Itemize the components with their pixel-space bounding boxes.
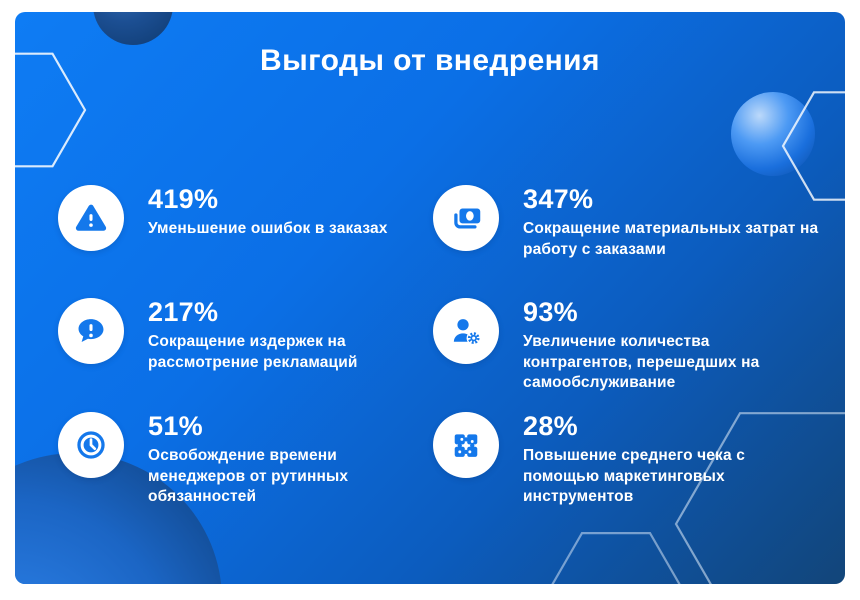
- stat-icon-badge: [58, 185, 124, 251]
- chat-alert-icon: [78, 319, 104, 342]
- warning-triangle-icon: [75, 204, 107, 231]
- stat-item-material-costs: 347% Сокращение материальных затрат на р…: [433, 184, 823, 260]
- user-gear-icon: [453, 319, 481, 346]
- clock-icon: [77, 431, 105, 459]
- puzzle-icon: [454, 434, 478, 457]
- stat-item-self-service: 93% Увеличение количества контрагентов, …: [433, 297, 823, 394]
- stat-description: Сокращение издержек на рассмотрение рекл…: [148, 333, 358, 371]
- sphere-right-decoration: [731, 92, 815, 176]
- stat-text: 51% Освобождение времени менеджеров от р…: [148, 411, 398, 508]
- stat-text: 347% Сокращение материальных затрат на р…: [523, 184, 823, 260]
- stat-value: 419%: [148, 184, 219, 214]
- stat-icon-badge: [433, 185, 499, 251]
- stat-description: Повышение среднего чека с помощью маркет…: [523, 447, 745, 506]
- stat-text: 28% Повышение среднего чека с помощью ма…: [523, 411, 823, 508]
- stat-item-time-saving: 51% Освобождение времени менеджеров от р…: [58, 411, 398, 508]
- slide-canvas: Выгоды от внедрения 419% Уменьшение ошиб…: [15, 12, 845, 584]
- stat-description: Уменьшение ошибок в заказах: [148, 220, 388, 238]
- stat-text: 93% Увеличение количества контрагентов, …: [523, 297, 823, 394]
- banknotes-icon: [454, 208, 481, 229]
- stat-icon-badge: [58, 412, 124, 478]
- stat-icon-badge: [433, 298, 499, 364]
- hexagon-bottom-right: [674, 412, 845, 584]
- hexagon-bottom-center: [551, 531, 681, 584]
- stat-value: 51%: [148, 411, 203, 441]
- stat-value: 347%: [523, 184, 594, 214]
- stat-icon-badge: [433, 412, 499, 478]
- stat-item-claims: 217% Сокращение издержек на рассмотрение…: [58, 297, 398, 373]
- hexagon-top-right: [781, 91, 845, 201]
- stat-text: 419% Уменьшение ошибок в заказах: [148, 184, 388, 240]
- stat-item-average-check: 28% Повышение среднего чека с помощью ма…: [433, 411, 823, 508]
- hexagon-outline-layer: [15, 52, 845, 584]
- stat-item-errors: 419% Уменьшение ошибок в заказах: [58, 184, 388, 251]
- stat-icon-badge: [58, 298, 124, 364]
- stat-description: Освобождение времени менеджеров от рутин…: [148, 447, 349, 506]
- page-title: Выгоды от внедрения: [260, 44, 600, 77]
- stat-description: Увеличение количества контрагентов, пере…: [523, 333, 760, 392]
- stat-value: 28%: [523, 411, 578, 441]
- stat-value: 217%: [148, 297, 219, 327]
- hexagon-top-left: [15, 52, 87, 168]
- stat-description: Сокращение материальных затрат на работу…: [523, 220, 819, 258]
- stat-value: 93%: [523, 297, 578, 327]
- stat-text: 217% Сокращение издержек на рассмотрение…: [148, 297, 398, 373]
